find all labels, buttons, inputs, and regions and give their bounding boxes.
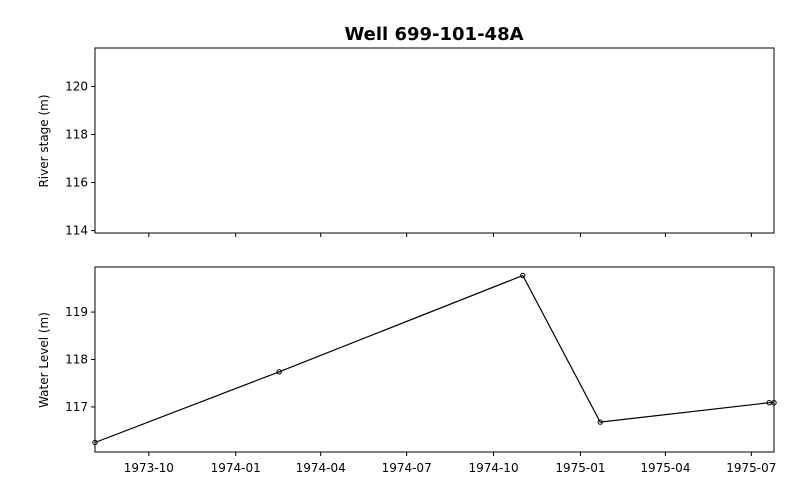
water-level-point bbox=[92, 439, 98, 446]
water-level-point bbox=[276, 369, 282, 375]
water-level-point bbox=[771, 400, 777, 406]
water-level-y-tick-label: 118 bbox=[65, 353, 88, 367]
water-level-y-label: Water Level (m) bbox=[37, 312, 51, 408]
river-stage-y-label: River stage (m) bbox=[37, 94, 51, 187]
water-level-line bbox=[94, 274, 774, 444]
water-level-series bbox=[92, 272, 777, 446]
water-level-x-axis: 1973-10 1974-01 1974-04 1974-07 1974-10 1975-… bbox=[124, 452, 776, 475]
x-tick-label: 1975-07 bbox=[726, 461, 776, 475]
water-level-y-tick-label: 119 bbox=[65, 305, 88, 319]
river-stage-y-tick-label: 120 bbox=[65, 79, 88, 93]
x-tick-label: 1974-04 bbox=[296, 461, 346, 475]
x-tick-label: 1973-10 bbox=[124, 461, 174, 475]
x-tick-label: 1975-04 bbox=[640, 461, 690, 475]
river-stage-y-axis: 114 116 118 120 bbox=[65, 79, 95, 238]
river-stage-y-tick-label: 118 bbox=[65, 127, 88, 141]
river-stage-x-axis bbox=[148, 233, 752, 237]
chart-title: Well 699-101-48A bbox=[344, 24, 523, 45]
x-tick-label: 1975-01 bbox=[555, 461, 605, 475]
river-stage-panel: 114 116 118 120 River stage (m) bbox=[37, 47, 775, 238]
river-stage-y-tick-label: 116 bbox=[65, 176, 88, 190]
x-tick-label: 1974-07 bbox=[382, 461, 432, 475]
water-level-y-axis: 117 118 119 bbox=[65, 305, 95, 414]
water-level-point bbox=[597, 419, 603, 425]
water-level-y-tick-label: 117 bbox=[65, 400, 88, 414]
x-tick-label: 1974-10 bbox=[468, 461, 518, 475]
river-stage-y-tick-label: 114 bbox=[65, 224, 88, 238]
river-stage-plot-frame bbox=[94, 47, 775, 234]
water-level-point bbox=[520, 272, 526, 279]
x-tick-label: 1974-01 bbox=[211, 461, 261, 475]
